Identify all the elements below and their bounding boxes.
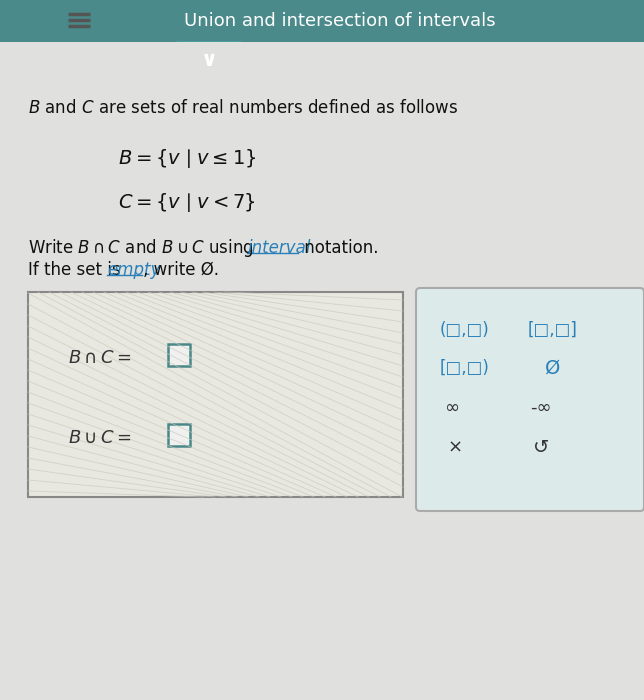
Text: $B=\{v\mid v\leq 1\}$: $B=\{v\mid v\leq 1\}$ xyxy=(118,146,256,169)
Bar xyxy=(0,0,644,42)
Text: [□,□]: [□,□] xyxy=(528,321,578,339)
Bar xyxy=(168,344,190,366)
Text: Union and intersection of intervals: Union and intersection of intervals xyxy=(184,12,496,30)
Text: Write $B\cap C$ and $B\cup C$ using: Write $B\cap C$ and $B\cup C$ using xyxy=(28,237,255,259)
Text: ×: × xyxy=(448,439,463,457)
Text: ↺: ↺ xyxy=(533,438,549,458)
Bar xyxy=(168,424,190,446)
Text: If the set is: If the set is xyxy=(28,261,126,279)
Text: interval: interval xyxy=(247,239,310,257)
Text: $B\cap C=$: $B\cap C=$ xyxy=(68,349,132,367)
Text: $\it{B}$ and $\it{C}$ are sets of real numbers defined as follows: $\it{B}$ and $\it{C}$ are sets of real n… xyxy=(28,99,459,117)
Text: notation.: notation. xyxy=(299,239,379,257)
Text: (□,□): (□,□) xyxy=(440,321,489,339)
FancyBboxPatch shape xyxy=(175,41,243,79)
FancyBboxPatch shape xyxy=(416,288,644,511)
Text: Ø: Ø xyxy=(545,358,560,377)
Text: [□,□): [□,□) xyxy=(440,359,490,377)
Bar xyxy=(28,292,403,497)
Text: $B\cup C=$: $B\cup C=$ xyxy=(68,429,132,447)
Text: , write Ø.: , write Ø. xyxy=(143,261,219,279)
Text: $C=\{v\mid v<7\}$: $C=\{v\mid v<7\}$ xyxy=(118,192,256,214)
Text: ∞: ∞ xyxy=(444,399,459,417)
Text: empty: empty xyxy=(107,261,160,279)
Text: ∨: ∨ xyxy=(200,50,218,70)
Text: -∞: -∞ xyxy=(530,399,551,417)
